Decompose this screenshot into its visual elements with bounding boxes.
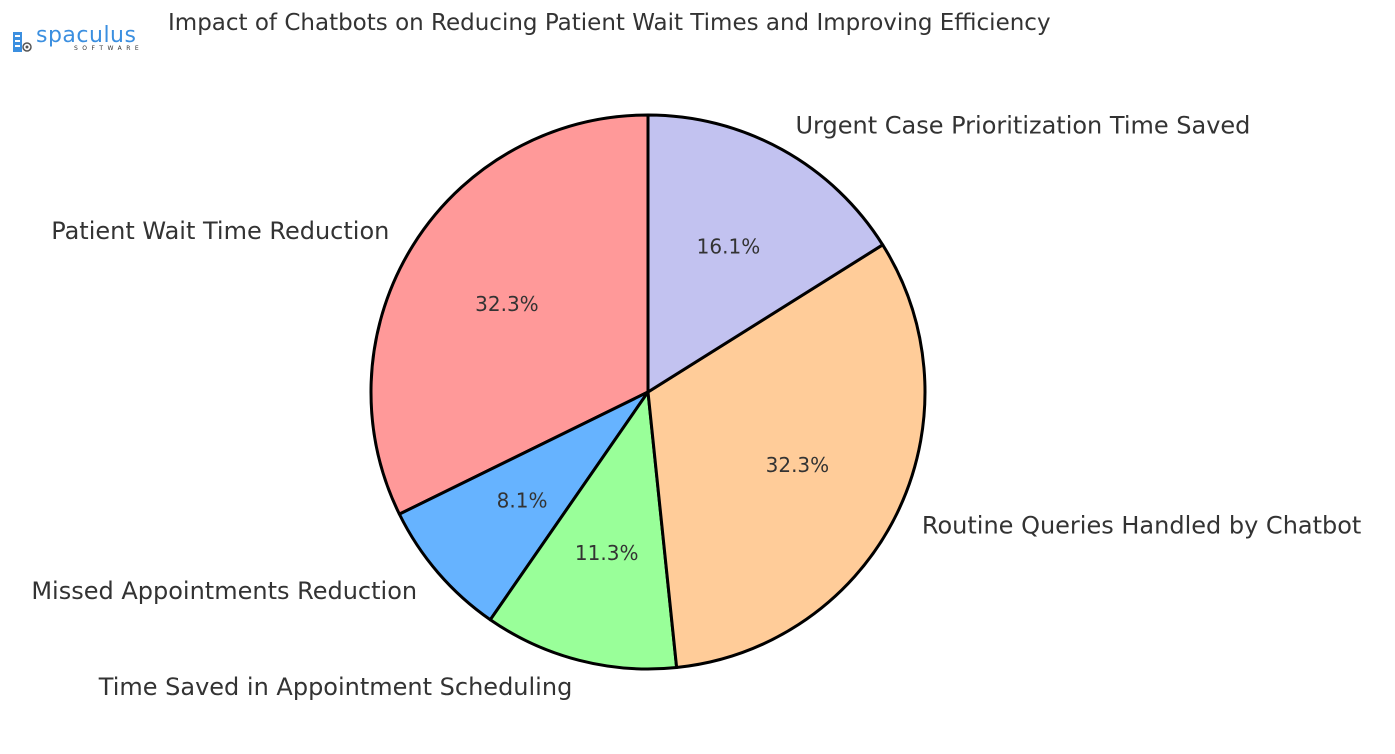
pie-labels: 32.3% Patient Wait Time Reduction 8.1% Miss… (31, 111, 1361, 701)
category-label-routine-queries-handled-by-chatbot: Routine Queries Handled by Chatbot (922, 511, 1361, 539)
chart-title: Impact of Chatbots on Reducing Patient W… (168, 10, 1051, 36)
logo-mark-icon (13, 32, 32, 52)
pct-label-time-saved-in-appointment-scheduling: 11.3% (575, 541, 639, 565)
pct-label-missed-appointments-reduction: 8.1% (497, 488, 548, 512)
pie-slice-routine-queries-handled-by-chatbot (646, 243, 927, 670)
brand-logo: spaculus SOFTWARE (12, 23, 144, 58)
pie-slice-time-saved-in-appointment-scheduling (488, 390, 679, 671)
brand-tagline: SOFTWARE (74, 45, 144, 52)
pie-slice-patient-wait-time-reduction (369, 113, 650, 516)
pct-label-routine-queries-handled-by-chatbot: 32.3% (766, 453, 830, 477)
category-label-urgent-case-prioritization-time-saved: Urgent Case Prioritization Time Saved (795, 111, 1250, 139)
pie-slices (369, 113, 927, 671)
pie-slice-urgent-case-prioritization-time-saved (646, 113, 885, 394)
category-label-missed-appointments-reduction: Missed Appointments Reduction (31, 577, 417, 605)
category-label-time-saved-in-appointment-scheduling: Time Saved in Appointment Scheduling (98, 673, 573, 701)
pct-label-urgent-case-prioritization-time-saved: 16.1% (697, 235, 761, 259)
category-label-patient-wait-time-reduction: Patient Wait Time Reduction (51, 217, 389, 245)
pie-slice-missed-appointments-reduction (397, 390, 650, 622)
pct-label-patient-wait-time-reduction: 32.3% (475, 292, 539, 316)
brand-name: spaculus (36, 23, 137, 48)
